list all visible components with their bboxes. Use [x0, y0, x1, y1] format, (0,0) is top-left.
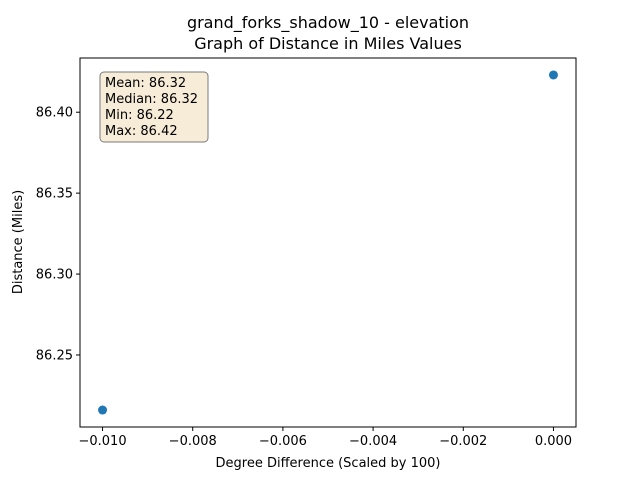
y-axis-label: Distance (Miles): [11, 190, 26, 294]
stats-mean: Mean: 86.32: [105, 76, 186, 91]
x-tick-label: −0.002: [439, 434, 487, 449]
stats-median: Median: 86.32: [105, 92, 198, 107]
chart-title-line1: grand_forks_shadow_10 - elevation: [187, 13, 469, 33]
data-point: [548, 70, 558, 80]
y-tick-label: 86.25: [36, 348, 73, 363]
data-point: [98, 405, 108, 415]
x-tick-label: −0.006: [259, 434, 307, 449]
stats-min: Min: 86.22: [105, 108, 174, 123]
stats-box: Mean: 86.32 Median: 86.32 Min: 86.22 Max…: [99, 71, 209, 143]
x-tick-label: −0.004: [349, 434, 397, 449]
stats-box-background: [99, 71, 209, 143]
data-points: [98, 70, 558, 415]
x-axis-label: Degree Difference (Scaled by 100): [216, 456, 441, 471]
x-tick-label: −0.010: [78, 434, 126, 449]
plot-area: [79, 57, 577, 428]
y-tick-label: 86.30: [36, 268, 73, 283]
x-tick-label: 0.000: [535, 434, 572, 449]
stats-max: Max: 86.42: [105, 124, 178, 139]
x-axis: −0.010 −0.008 −0.006 −0.004 −0.002 0.000: [78, 427, 572, 449]
y-axis: 86.25 86.30 86.35 86.40: [36, 106, 80, 363]
chart-title-line2: Graph of Distance in Miles Values: [194, 34, 462, 53]
plot-frame: [79, 57, 577, 428]
x-tick-label: −0.008: [169, 434, 217, 449]
y-tick-label: 86.35: [36, 187, 73, 202]
y-tick-label: 86.40: [36, 106, 73, 121]
